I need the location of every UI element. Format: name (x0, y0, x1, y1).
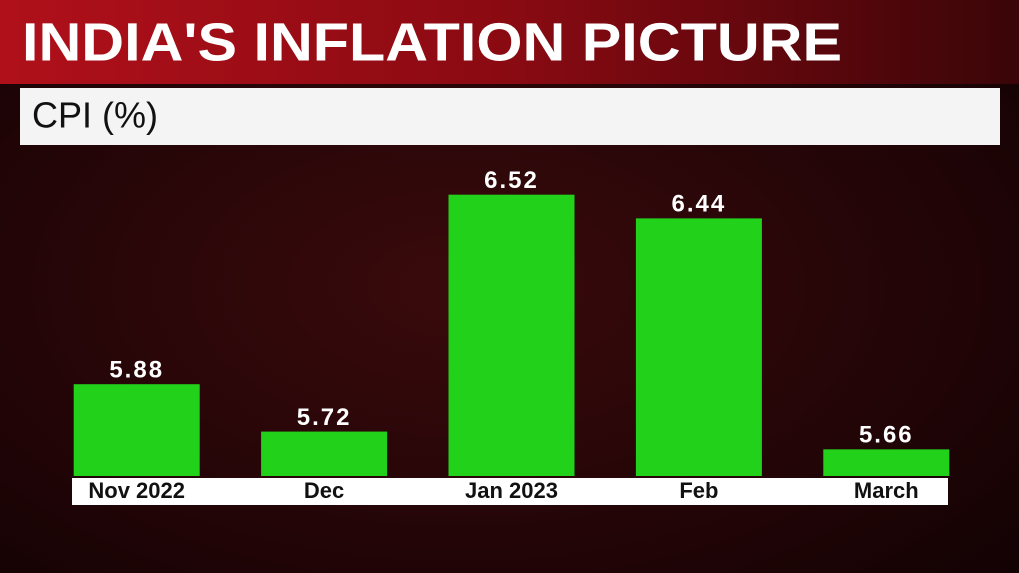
bar (73, 384, 200, 476)
bar (823, 449, 950, 476)
bar (448, 194, 575, 476)
title-band (0, 0, 1019, 84)
x-tick-label: Feb (679, 478, 718, 503)
category-strip (72, 478, 948, 505)
data-label: 5.72 (297, 404, 352, 431)
x-tick-label: Nov 2022 (88, 478, 185, 503)
data-label: 5.66 (859, 422, 914, 449)
x-tick-label: Dec (304, 478, 344, 503)
bar (635, 218, 762, 476)
chart-subtitle: CPI (%) (32, 95, 158, 136)
data-label: 5.88 (109, 357, 164, 384)
data-label: 6.44 (672, 191, 727, 218)
x-tick-label: Jan 2023 (465, 478, 558, 503)
chart-title: INDIA'S INFLATION PICTURE (22, 12, 842, 72)
x-tick-label: March (854, 478, 919, 503)
bar (261, 431, 388, 476)
data-label: 6.52 (484, 167, 539, 194)
subtitle-box (20, 88, 1000, 145)
